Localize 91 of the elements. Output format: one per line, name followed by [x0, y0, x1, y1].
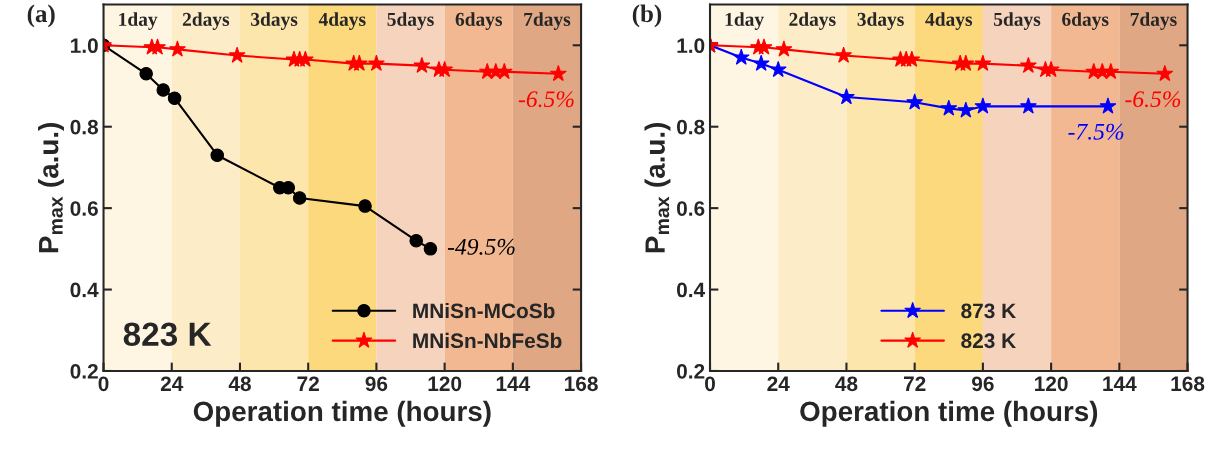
point — [367, 54, 385, 71]
band-label: 4days — [318, 12, 366, 30]
point — [1156, 64, 1174, 82]
point — [940, 99, 958, 116]
point — [168, 40, 186, 57]
point — [413, 56, 431, 73]
band-label: 2days — [789, 12, 836, 30]
point — [296, 50, 314, 67]
point — [1019, 97, 1037, 114]
y-tick-label: 0.8 — [677, 119, 705, 135]
point — [957, 101, 975, 118]
x-tick-label: 144 — [1103, 376, 1137, 391]
x-tick-label: 0 — [98, 376, 109, 392]
y-tick-label: 1.0 — [677, 38, 705, 54]
y-axis-title: P$_{max}$ (a.u.) — [38, 123, 64, 253]
y-axis-title: P$_{max}$ (a.u.) — [644, 123, 671, 253]
x-tick-label: 24 — [160, 376, 184, 391]
y-tick-label: 0.6 — [677, 201, 705, 216]
point — [156, 83, 170, 97]
annotation: -7.5% — [1068, 123, 1124, 140]
band-label: 6days — [1062, 12, 1109, 30]
band-label: 5days — [387, 12, 434, 30]
band-label: 7days — [1130, 12, 1177, 30]
x-tick-label: 72 — [297, 376, 319, 391]
chart-title: (a) — [27, 4, 55, 28]
band-label: 7days — [524, 12, 571, 30]
point — [957, 54, 975, 71]
point — [409, 233, 423, 248]
y-tick-label: 0.4 — [70, 282, 99, 298]
band-label: 1day — [725, 12, 764, 30]
x-tick-label: 168 — [1171, 376, 1205, 392]
point — [752, 54, 770, 71]
band-label: 3days — [251, 12, 298, 30]
y-tick-label: 0.8 — [70, 119, 99, 135]
legend-label: 873 K — [961, 303, 1016, 319]
band-label: 3days — [857, 12, 904, 30]
y-tick-label: 0.6 — [70, 201, 98, 216]
chart-title: (b) — [632, 4, 662, 28]
point — [167, 91, 182, 105]
x-tick-label: 96 — [365, 376, 388, 392]
legend-label: MNiSn-NbFeSb — [413, 332, 562, 349]
y-tick-label: 1.0 — [71, 38, 98, 54]
x-tick-label: 168 — [565, 376, 598, 392]
point — [732, 48, 750, 65]
point — [1102, 62, 1120, 80]
point — [350, 54, 368, 71]
point — [974, 97, 992, 114]
point — [838, 88, 855, 105]
point — [769, 60, 787, 77]
x-tick-label: 96 — [972, 376, 994, 392]
point — [436, 60, 454, 77]
point — [495, 62, 513, 80]
band-label: 6days — [455, 12, 503, 30]
point — [775, 40, 793, 57]
point — [292, 191, 307, 205]
y-tick-label: 0.2 — [677, 363, 705, 379]
point — [423, 242, 438, 256]
y-tick-label: 0.2 — [70, 363, 98, 379]
band-label: 5days — [994, 12, 1041, 30]
band-label: 4days — [925, 12, 973, 30]
annotation: -49.5% — [447, 238, 515, 255]
x-tick-label: 120 — [1035, 376, 1068, 392]
x-axis-title: Operation time (hours) — [193, 400, 491, 427]
band-label: 2days — [182, 12, 230, 30]
y-tick-label: 0.4 — [677, 282, 706, 298]
x-axis-title: Operation time (hours) — [800, 400, 1098, 427]
point — [974, 54, 992, 71]
point — [549, 64, 567, 82]
x-tick-label: 24 — [767, 376, 790, 391]
point — [358, 199, 372, 213]
point — [906, 93, 924, 110]
x-tick-label: 48 — [228, 376, 251, 392]
point — [835, 46, 853, 63]
x-tick-label: 72 — [903, 376, 926, 391]
point — [228, 46, 246, 63]
annotation: -6.5% — [518, 91, 574, 108]
point — [210, 148, 224, 162]
point — [149, 38, 166, 55]
x-tick-label: 0 — [705, 376, 715, 392]
point — [1019, 56, 1037, 73]
legend-label: MNiSn-MCoSb — [413, 302, 555, 319]
legend-label: 823 K — [961, 333, 1016, 349]
x-tick-label: 144 — [496, 376, 531, 391]
band-label: 1day — [119, 12, 158, 30]
annotation: -6.5% — [1125, 91, 1181, 108]
point — [139, 67, 153, 81]
x-tick-label: 120 — [428, 376, 462, 392]
point — [1099, 97, 1117, 114]
annotation: 823 K — [123, 322, 212, 347]
point — [1042, 60, 1060, 77]
x-tick-label: 48 — [835, 376, 858, 392]
